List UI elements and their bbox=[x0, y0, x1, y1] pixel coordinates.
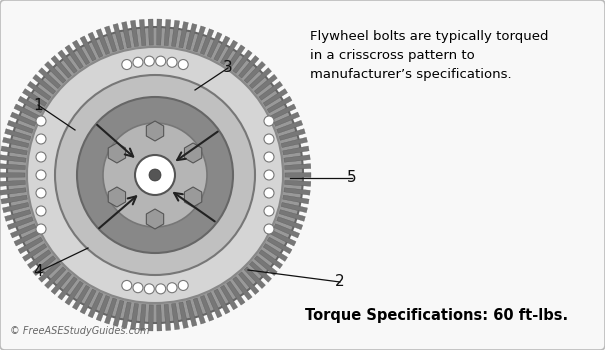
Polygon shape bbox=[220, 285, 238, 310]
Polygon shape bbox=[88, 32, 103, 58]
Polygon shape bbox=[65, 45, 83, 69]
Text: Flywheel bolts are typically torqued
in a crisscross pattern to
manufacturer’s s: Flywheel bolts are typically torqued in … bbox=[310, 30, 549, 81]
Circle shape bbox=[264, 224, 274, 234]
Polygon shape bbox=[249, 68, 272, 89]
Polygon shape bbox=[5, 210, 31, 221]
Polygon shape bbox=[73, 40, 90, 65]
Circle shape bbox=[122, 60, 132, 70]
Polygon shape bbox=[7, 217, 33, 230]
Circle shape bbox=[167, 283, 177, 293]
Circle shape bbox=[77, 97, 233, 253]
Polygon shape bbox=[193, 26, 206, 52]
Polygon shape bbox=[146, 121, 164, 141]
Polygon shape bbox=[1, 146, 27, 155]
Polygon shape bbox=[281, 202, 307, 213]
Polygon shape bbox=[113, 300, 124, 327]
Polygon shape bbox=[39, 261, 60, 282]
Circle shape bbox=[103, 123, 207, 227]
Polygon shape bbox=[200, 29, 214, 55]
Polygon shape bbox=[80, 36, 96, 61]
Polygon shape bbox=[285, 173, 311, 177]
Polygon shape bbox=[0, 173, 25, 177]
Circle shape bbox=[7, 27, 303, 323]
Circle shape bbox=[55, 75, 255, 275]
Polygon shape bbox=[193, 298, 206, 324]
Polygon shape bbox=[186, 23, 197, 50]
Polygon shape bbox=[51, 272, 71, 294]
Polygon shape bbox=[1, 195, 27, 204]
Circle shape bbox=[264, 188, 274, 198]
Circle shape bbox=[145, 56, 154, 66]
Polygon shape bbox=[207, 292, 222, 318]
Polygon shape bbox=[157, 19, 162, 45]
Polygon shape bbox=[27, 81, 51, 100]
Polygon shape bbox=[148, 305, 153, 331]
Circle shape bbox=[155, 284, 166, 294]
Polygon shape bbox=[185, 143, 201, 163]
Polygon shape bbox=[227, 45, 245, 69]
Polygon shape bbox=[80, 289, 96, 314]
Polygon shape bbox=[7, 120, 33, 133]
Polygon shape bbox=[284, 155, 310, 162]
Polygon shape bbox=[276, 120, 302, 133]
Polygon shape bbox=[10, 224, 36, 238]
Polygon shape bbox=[105, 26, 117, 52]
Polygon shape bbox=[263, 244, 287, 261]
Polygon shape bbox=[220, 40, 238, 65]
Circle shape bbox=[133, 57, 143, 67]
Circle shape bbox=[264, 206, 274, 216]
Polygon shape bbox=[244, 62, 266, 83]
Polygon shape bbox=[244, 267, 266, 288]
Polygon shape bbox=[0, 155, 26, 162]
Polygon shape bbox=[254, 74, 277, 94]
Polygon shape bbox=[186, 300, 197, 327]
Polygon shape bbox=[281, 137, 307, 148]
Polygon shape bbox=[73, 285, 90, 310]
Polygon shape bbox=[0, 180, 25, 186]
Polygon shape bbox=[22, 244, 47, 261]
Polygon shape bbox=[214, 36, 230, 61]
Polygon shape bbox=[33, 256, 56, 276]
Polygon shape bbox=[276, 217, 302, 230]
Polygon shape bbox=[238, 272, 259, 294]
Polygon shape bbox=[130, 20, 139, 47]
Polygon shape bbox=[33, 74, 56, 94]
Circle shape bbox=[36, 188, 46, 198]
Polygon shape bbox=[267, 237, 292, 254]
Polygon shape bbox=[122, 22, 131, 48]
Circle shape bbox=[36, 152, 46, 162]
Polygon shape bbox=[45, 267, 66, 288]
Circle shape bbox=[27, 47, 283, 303]
Text: © FreeASEStudyGuides.com: © FreeASEStudyGuides.com bbox=[10, 326, 149, 336]
Polygon shape bbox=[148, 19, 153, 45]
Polygon shape bbox=[45, 62, 66, 83]
Text: 1: 1 bbox=[33, 98, 43, 112]
Polygon shape bbox=[39, 68, 60, 89]
Polygon shape bbox=[259, 250, 283, 269]
Circle shape bbox=[264, 116, 274, 126]
Polygon shape bbox=[122, 302, 131, 328]
Polygon shape bbox=[146, 209, 164, 229]
Circle shape bbox=[264, 134, 274, 144]
Polygon shape bbox=[96, 29, 110, 55]
Polygon shape bbox=[0, 164, 25, 170]
Polygon shape bbox=[5, 129, 31, 140]
Polygon shape bbox=[113, 23, 124, 50]
Polygon shape bbox=[259, 81, 283, 100]
Polygon shape bbox=[130, 303, 139, 330]
Polygon shape bbox=[27, 250, 51, 269]
Polygon shape bbox=[65, 281, 83, 305]
Polygon shape bbox=[200, 295, 214, 321]
Polygon shape bbox=[238, 56, 259, 78]
Polygon shape bbox=[254, 256, 277, 276]
Polygon shape bbox=[14, 104, 39, 119]
Polygon shape bbox=[10, 112, 36, 126]
Polygon shape bbox=[233, 50, 252, 73]
Circle shape bbox=[155, 56, 166, 66]
Polygon shape bbox=[171, 303, 180, 330]
Polygon shape bbox=[285, 180, 311, 186]
Polygon shape bbox=[51, 56, 71, 78]
Polygon shape bbox=[164, 304, 171, 331]
Polygon shape bbox=[233, 277, 252, 300]
